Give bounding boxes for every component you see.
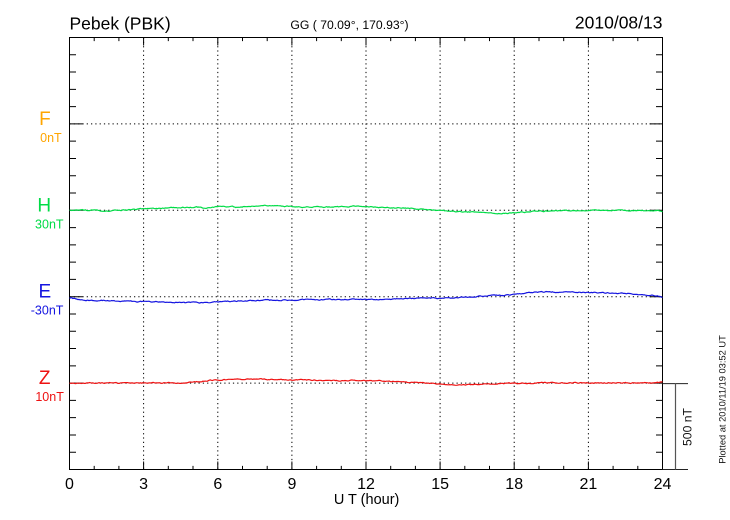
svg-text:GG ( 70.09°, 170.93°): GG ( 70.09°, 170.93°) — [290, 18, 408, 32]
svg-text:-30nT: -30nT — [31, 304, 64, 318]
svg-text:10nT: 10nT — [35, 390, 64, 404]
svg-text:30nT: 30nT — [35, 217, 64, 231]
svg-text:E: E — [38, 282, 51, 303]
svg-text:0: 0 — [65, 476, 74, 493]
svg-text:9: 9 — [287, 476, 296, 493]
svg-text:3: 3 — [139, 476, 148, 493]
svg-text:Pebek (PBK): Pebek (PBK) — [70, 14, 171, 34]
svg-text:500 nT: 500 nT — [680, 407, 694, 445]
svg-text:21: 21 — [580, 476, 598, 493]
svg-text:Z: Z — [39, 368, 51, 389]
svg-text:H: H — [37, 195, 51, 216]
svg-text:Plotted at 2010/11/19 03:52 UT: Plotted at 2010/11/19 03:52 UT — [718, 335, 728, 464]
svg-text:U T (hour): U T (hour) — [334, 492, 400, 508]
svg-text:2010/08/13: 2010/08/13 — [575, 13, 663, 33]
svg-text:6: 6 — [213, 476, 222, 493]
svg-text:12: 12 — [357, 476, 375, 493]
svg-text:0nT: 0nT — [40, 131, 62, 145]
svg-text:F: F — [39, 109, 51, 130]
svg-text:18: 18 — [505, 476, 523, 493]
svg-text:24: 24 — [654, 476, 672, 493]
svg-text:15: 15 — [431, 476, 449, 493]
